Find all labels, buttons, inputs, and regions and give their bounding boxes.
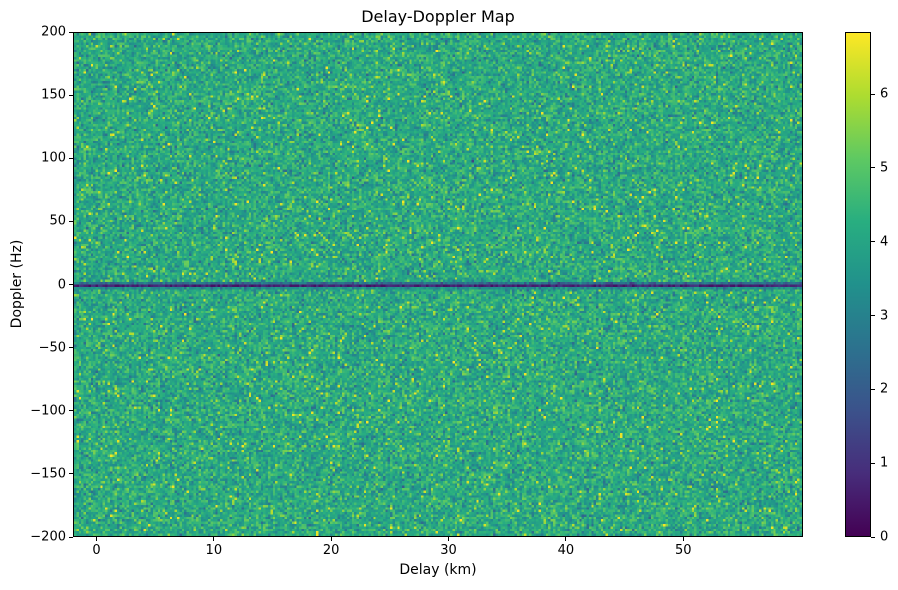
x-axis-label: Delay (km) — [399, 562, 477, 578]
x-tick — [95, 537, 97, 541]
x-tick-label: 30 — [440, 543, 457, 558]
y-tick — [69, 410, 73, 412]
y-tick — [69, 473, 73, 475]
colorbar-tick-label: 0 — [880, 529, 889, 545]
x-tick — [565, 537, 567, 541]
x-tick-label: 0 — [92, 543, 101, 558]
y-tick-label: 200 — [41, 24, 66, 40]
chart-title: Delay-Doppler Map — [361, 7, 515, 26]
y-tick — [69, 536, 73, 538]
y-tick-label: −100 — [30, 403, 66, 419]
colorbar-tick-label: 3 — [880, 308, 889, 323]
colorbar-tick-label: 6 — [880, 86, 889, 102]
colorbar-tick — [871, 167, 875, 169]
x-tick-label: 10 — [205, 543, 223, 558]
colorbar-tick-label: 5 — [880, 160, 889, 176]
colorbar-tick — [871, 388, 875, 390]
colorbar — [845, 32, 871, 537]
y-tick — [69, 284, 73, 285]
y-tick-label: −50 — [38, 340, 66, 356]
heatmap-canvas — [74, 33, 802, 536]
y-tick-label: 50 — [49, 213, 66, 229]
x-tick — [682, 537, 684, 541]
plot-area — [73, 32, 803, 537]
colorbar-tick — [871, 315, 875, 316]
y-tick — [69, 220, 73, 222]
y-tick-label: −150 — [30, 466, 66, 482]
y-tick — [69, 157, 73, 159]
y-tick-label: −200 — [30, 529, 66, 545]
colorbar-tick-label: 4 — [880, 234, 889, 250]
x-tick — [330, 537, 332, 541]
colorbar-gradient — [846, 33, 870, 536]
colorbar-tick-label: 1 — [880, 455, 889, 471]
colorbar-tick — [871, 93, 875, 95]
y-axis-label: Doppler (Hz) — [9, 239, 25, 329]
x-tick-label: 50 — [675, 543, 692, 558]
y-tick-label: 100 — [41, 150, 66, 166]
y-tick — [69, 94, 73, 96]
x-tick-label: 20 — [322, 543, 340, 558]
y-tick-label: 0 — [57, 277, 66, 292]
y-tick — [69, 31, 73, 33]
x-tick-label: 40 — [557, 543, 575, 558]
colorbar-tick-label: 2 — [880, 381, 889, 397]
x-tick — [213, 537, 215, 541]
y-tick-label: 150 — [41, 87, 66, 103]
colorbar-tick — [871, 241, 875, 243]
x-tick — [448, 537, 450, 541]
y-tick — [69, 347, 73, 349]
colorbar-tick — [871, 536, 875, 538]
colorbar-tick — [871, 462, 875, 464]
